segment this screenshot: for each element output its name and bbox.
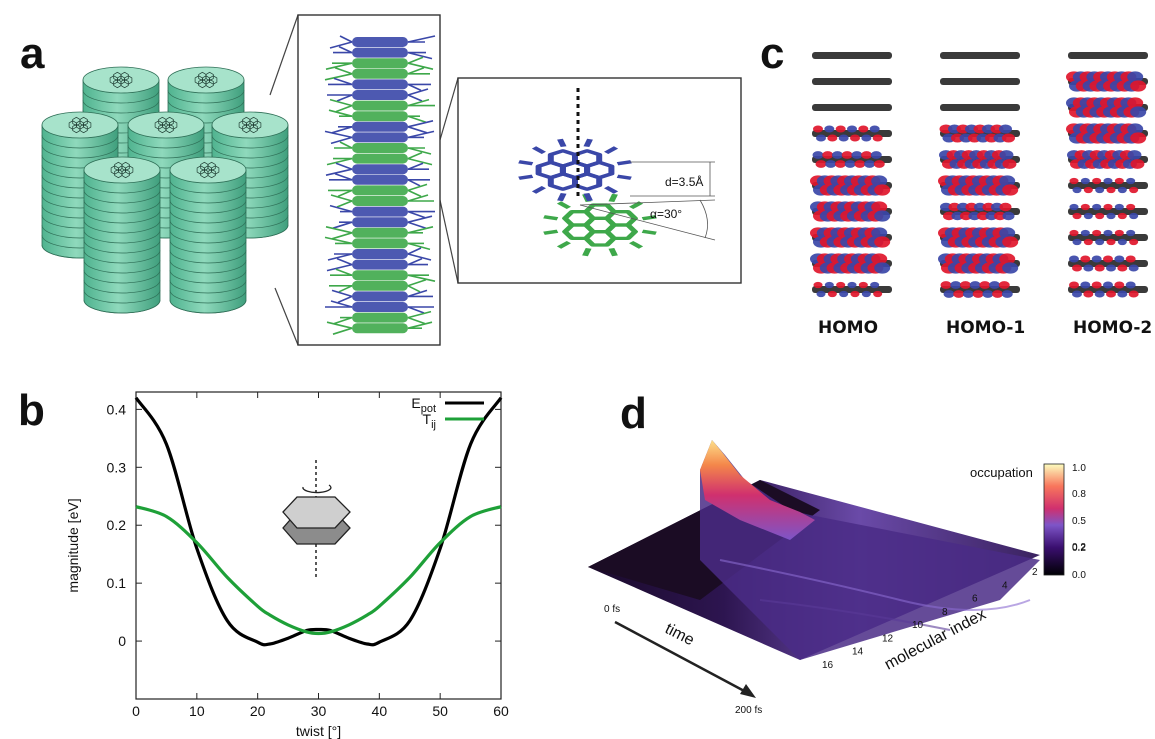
column-cylinder xyxy=(169,156,247,314)
molecular-index-tick: 8 xyxy=(942,607,948,618)
orbital-label-homo: HOMO xyxy=(818,318,878,338)
orbital-stack-column xyxy=(810,52,892,298)
occupation-surface xyxy=(588,440,1040,660)
molecular-index-tick: 14 xyxy=(852,647,864,658)
y-tick-label: 0.3 xyxy=(107,459,127,475)
orbital-stack-column xyxy=(1066,52,1148,298)
time-end-label: 200 fs xyxy=(735,705,762,716)
molecular-index-tick: 16 xyxy=(822,660,834,671)
twist-hexagon-icon xyxy=(282,460,351,578)
x-tick-label: 40 xyxy=(372,703,388,719)
panel-d-letter: d xyxy=(620,389,647,438)
angle-marker xyxy=(579,199,716,241)
twist-chart: 0 10 20 30 40 50 60 0.4 0.3 0.2 0.1 0 twist [°] magni… xyxy=(65,391,509,739)
angle-label: α=30° xyxy=(650,207,682,221)
y-tick-label: 0.4 xyxy=(107,401,127,417)
orbital-stack-column xyxy=(938,52,1020,298)
colorbar-tick: 0.2 xyxy=(1072,542,1086,553)
y-tick-label: 0.1 xyxy=(107,575,127,591)
panel-b-letter: b xyxy=(18,386,45,435)
time-start-label: 0 fs xyxy=(604,604,620,615)
molecular-index-ticks: 2 4 6 8 10 12 14 16 xyxy=(822,567,1038,671)
x-axis-label: twist [°] xyxy=(296,723,341,739)
panel-a-letter: a xyxy=(20,29,45,78)
time-axis xyxy=(614,620,756,698)
molecular-index-tick: 4 xyxy=(1002,580,1008,591)
orbital-stacks xyxy=(810,52,1148,298)
molecular-index-tick: 10 xyxy=(912,620,924,631)
colorbar-title: occupation xyxy=(970,465,1033,480)
colorbar-tick: 0.5 xyxy=(1072,516,1086,527)
molecular-index-tick: 2 xyxy=(1032,567,1038,578)
zoom-connector-lines xyxy=(269,14,459,346)
x-tick-label: 60 xyxy=(493,703,509,719)
colorbar-tick: 1.0 xyxy=(1072,463,1086,474)
colorbar-tick: 0.2 xyxy=(1072,543,1086,554)
series-line-e-pot xyxy=(134,396,503,647)
x-tick-label: 10 xyxy=(189,703,205,719)
coronene-dimer-illustration xyxy=(518,138,657,257)
x-tick-label: 20 xyxy=(250,703,266,719)
colorbar-tick: 0.8 xyxy=(1072,489,1086,500)
y-axis-label: magnitude [eV] xyxy=(65,498,81,592)
distance-label: d=3.5Å xyxy=(665,174,703,189)
discotic-columns-illustration xyxy=(41,66,289,314)
y-tick-label: 0 xyxy=(118,633,126,649)
x-tick-label: 30 xyxy=(311,703,327,719)
colorbar-tick: 0.0 xyxy=(1072,570,1086,581)
x-tick-label: 50 xyxy=(432,703,448,719)
colorbar-ticks: 1.00.80.50.20.20.0 xyxy=(1072,463,1086,581)
molecular-index-tick: 12 xyxy=(882,633,894,644)
orbital-label-homo-1: HOMO-1 xyxy=(946,318,1025,338)
colorbar xyxy=(1043,463,1065,576)
y-tick-label: 0.2 xyxy=(107,517,127,533)
column-cylinder xyxy=(83,156,161,314)
time-axis-label: time xyxy=(662,620,697,649)
molecular-stack-illustration xyxy=(324,35,436,335)
plot-frame xyxy=(135,391,502,700)
orbital-label-homo-2: HOMO-2 xyxy=(1073,318,1152,338)
distance-marker xyxy=(630,161,715,197)
panel-c-letter: c xyxy=(760,29,784,78)
series-line-t-ij xyxy=(135,505,502,636)
x-tick-label: 0 xyxy=(132,703,140,719)
molecular-index-tick: 6 xyxy=(972,594,978,605)
